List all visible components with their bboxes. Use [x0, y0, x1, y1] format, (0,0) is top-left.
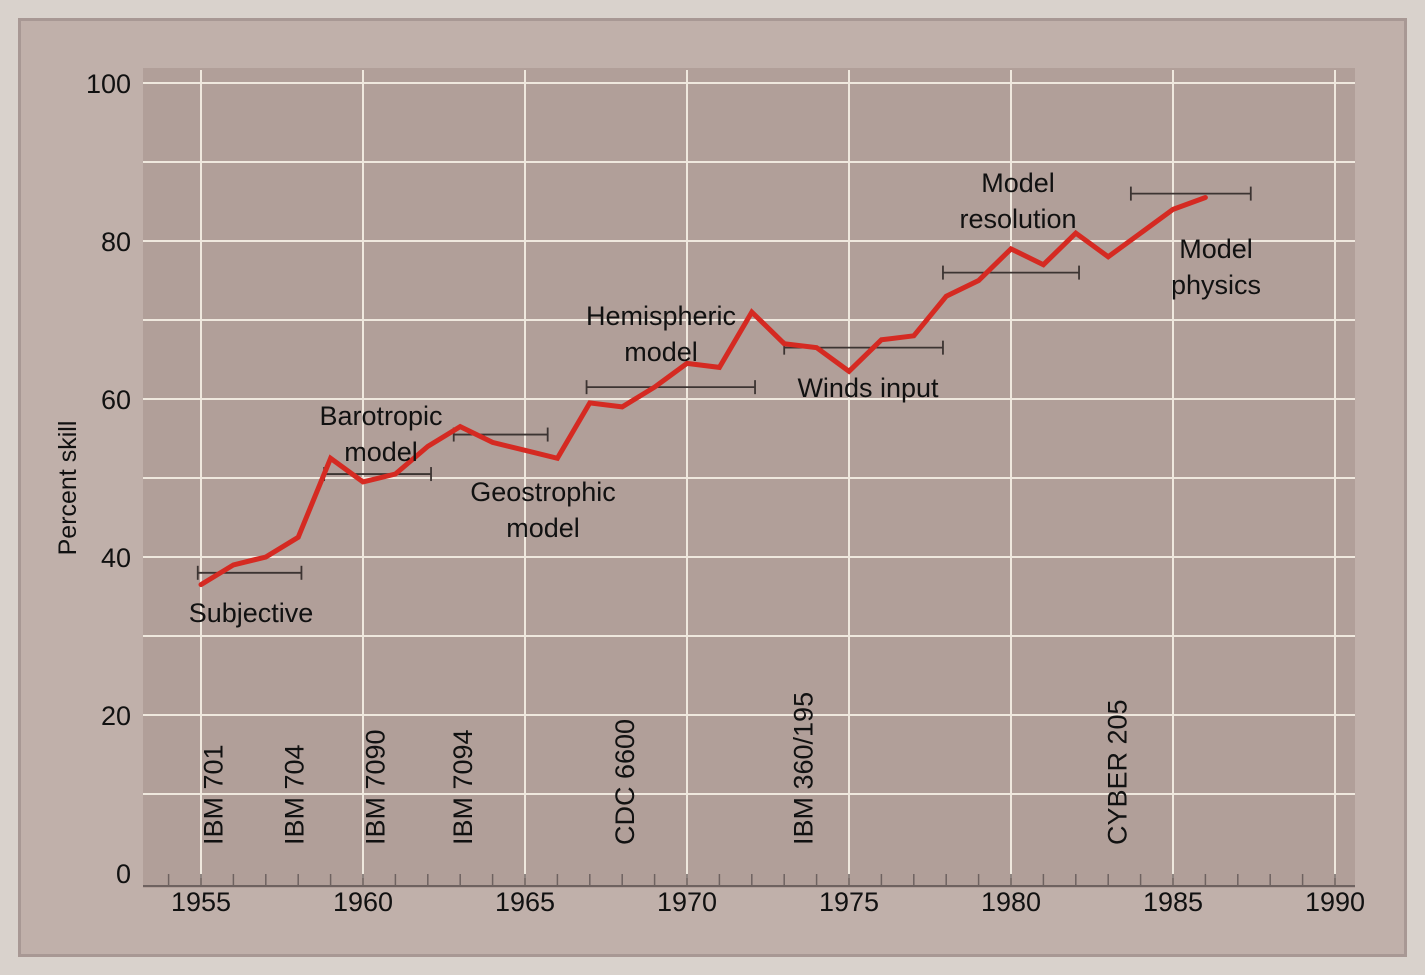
skill-chart: 1955 1960 1965 1970 1975 1980 1985 1990 0 20 40 60 8…: [54, 68, 1365, 917]
computer-label: IBM 701: [199, 744, 229, 845]
era-label: Barotropic model: [319, 401, 442, 467]
x-tick-label: 1980: [981, 887, 1041, 917]
computer-label: IBM 704: [280, 744, 310, 845]
y-tick-label: 0: [116, 859, 131, 889]
x-tick-label: 1990: [1305, 887, 1365, 917]
y-tick-label: 20: [101, 701, 131, 731]
y-tick-label: 60: [101, 385, 131, 415]
y-tick-label: 80: [101, 227, 131, 257]
era-label: Model physics: [1171, 234, 1261, 300]
y-axis-label: Percent skill: [54, 421, 82, 556]
y-tick-label: 100: [86, 69, 131, 99]
skill-series-line: [198, 195, 1208, 588]
y-tick-label: 40: [101, 543, 131, 573]
computer-label: IBM 360/195: [788, 692, 818, 845]
x-tick-label: 1975: [819, 887, 879, 917]
x-tick-label: 1985: [1143, 887, 1203, 917]
computer-label: IBM 7094: [448, 729, 478, 845]
era-label: Winds input: [797, 373, 939, 403]
era-label: Subjective: [189, 598, 314, 628]
x-tick-label: 1970: [657, 887, 717, 917]
computer-label: IBM 7090: [361, 729, 391, 845]
era-label: Geostrophic model: [470, 477, 616, 543]
x-tick-label: 1955: [171, 887, 231, 917]
x-tick-label: 1965: [495, 887, 555, 917]
computer-label: CDC 6600: [610, 719, 640, 845]
era-label: Hemispheric model: [586, 301, 736, 367]
computer-label: CYBER 205: [1103, 699, 1133, 845]
x-tick-label: 1960: [333, 887, 393, 917]
era-label: Model resolution: [959, 168, 1076, 234]
